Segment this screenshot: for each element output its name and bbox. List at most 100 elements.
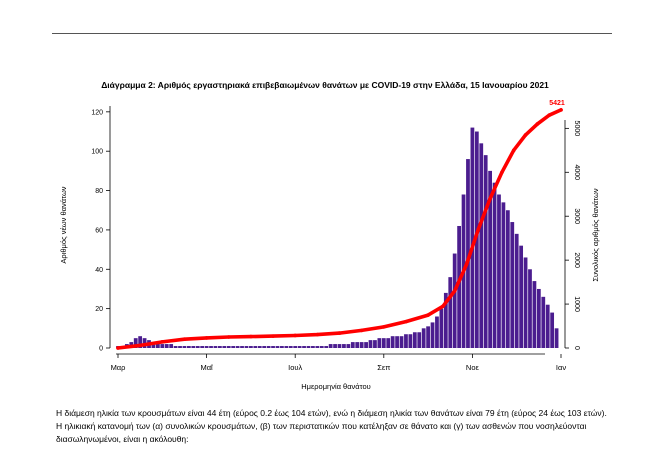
final-total-label: 5421 bbox=[549, 100, 565, 107]
y-tick-label: 40 bbox=[95, 267, 103, 274]
top-divider bbox=[52, 33, 612, 34]
x-tick-label: Μαρ bbox=[111, 363, 126, 372]
bar bbox=[315, 346, 320, 348]
bar bbox=[390, 336, 395, 348]
cumulative-point bbox=[226, 335, 231, 339]
bar bbox=[271, 346, 275, 348]
cumulative-point bbox=[138, 343, 142, 348]
y2-tick-label: 1000 bbox=[573, 296, 580, 312]
bar bbox=[470, 127, 475, 348]
bar bbox=[541, 296, 546, 348]
bar bbox=[173, 346, 178, 348]
bar bbox=[324, 346, 329, 348]
bar bbox=[275, 346, 280, 348]
y2-tick-label: 5000 bbox=[573, 121, 580, 137]
bar bbox=[191, 346, 196, 348]
y2-tick-label: 2000 bbox=[573, 252, 580, 268]
bar bbox=[306, 346, 311, 348]
bar bbox=[231, 346, 236, 348]
cumulative-point bbox=[426, 313, 430, 317]
y-tick-label: 80 bbox=[95, 188, 103, 195]
chart-title: Διάγραμμα 2: Αριθμός εργαστηριακά επιβεβ… bbox=[101, 80, 549, 90]
bar bbox=[160, 344, 165, 348]
y2-axis-title: Συνολικός αριθμός θανάτων bbox=[591, 188, 600, 281]
bar bbox=[368, 340, 373, 348]
y2-tick-label: 3000 bbox=[573, 208, 580, 224]
bar bbox=[421, 328, 426, 348]
bar bbox=[133, 338, 138, 348]
cumulative-line bbox=[116, 108, 563, 350]
bar bbox=[213, 346, 218, 348]
bar bbox=[164, 344, 169, 348]
bar bbox=[404, 334, 408, 348]
cumulative-point bbox=[293, 333, 298, 338]
cumulative-point bbox=[182, 337, 187, 342]
bar bbox=[536, 288, 541, 348]
bar bbox=[284, 346, 289, 348]
bar bbox=[240, 346, 244, 348]
bar bbox=[497, 194, 501, 348]
cumulative-point bbox=[476, 227, 481, 232]
bar bbox=[359, 342, 364, 348]
bar bbox=[386, 338, 391, 348]
bar bbox=[426, 326, 430, 348]
cumulative-point bbox=[382, 325, 386, 329]
bar bbox=[523, 257, 528, 348]
bar bbox=[266, 346, 271, 348]
cumulative-point bbox=[315, 332, 320, 337]
bar bbox=[373, 340, 377, 348]
bar bbox=[417, 332, 422, 348]
bar bbox=[364, 342, 368, 348]
cumulative-point bbox=[535, 122, 540, 126]
paragraph-median-age: Η διάμεση ηλικία των κρουσμάτων είναι 44… bbox=[56, 408, 607, 418]
bar bbox=[435, 316, 439, 348]
bar bbox=[222, 346, 227, 348]
bar bbox=[178, 346, 182, 348]
cumulative-point bbox=[404, 319, 408, 324]
cumulative-point bbox=[452, 289, 457, 293]
bar bbox=[311, 346, 315, 348]
bar bbox=[519, 245, 524, 348]
bar bbox=[439, 308, 444, 348]
x-axis-title: Ημερομηνία θανάτου bbox=[301, 382, 371, 391]
bar bbox=[302, 346, 306, 348]
bar bbox=[448, 277, 453, 348]
y-tick-label: 60 bbox=[95, 227, 103, 234]
y-tick-label: 0 bbox=[99, 346, 103, 353]
x-tick-label: Νοε bbox=[466, 363, 480, 372]
cumulative-point bbox=[523, 133, 528, 137]
bar bbox=[257, 346, 262, 348]
cumulative-point bbox=[204, 336, 209, 340]
bar bbox=[514, 233, 519, 348]
cumulative-point bbox=[359, 328, 364, 333]
bar bbox=[505, 210, 510, 348]
bar bbox=[138, 336, 143, 348]
bar bbox=[297, 346, 302, 348]
bar bbox=[488, 170, 493, 348]
cumulative-point bbox=[249, 334, 253, 339]
bar bbox=[381, 338, 386, 348]
cumulative-point bbox=[160, 340, 165, 344]
bar bbox=[244, 346, 249, 348]
bar bbox=[342, 344, 346, 348]
bar bbox=[293, 346, 298, 348]
bar bbox=[209, 346, 213, 348]
y2-tick-label: 0 bbox=[573, 346, 580, 350]
cumulative-point bbox=[547, 113, 551, 117]
bar bbox=[483, 155, 488, 348]
bar bbox=[545, 304, 550, 348]
bar bbox=[399, 336, 404, 348]
x-tick-label: Ιουλ bbox=[288, 363, 302, 372]
bar bbox=[443, 292, 448, 348]
bar bbox=[182, 346, 187, 348]
y-tick-label: 100 bbox=[91, 149, 103, 156]
y-axis-title: Αριθμός νέων θανάτων bbox=[59, 186, 68, 263]
bar bbox=[355, 342, 360, 348]
paragraph-age-distribution: Η ηλικιακή κατανομή των (α) συνολικών κρ… bbox=[56, 421, 587, 444]
bar bbox=[280, 346, 284, 348]
bar bbox=[333, 344, 337, 348]
cumulative-point bbox=[271, 334, 275, 338]
bar bbox=[412, 332, 417, 348]
bar bbox=[510, 222, 515, 348]
bar bbox=[319, 346, 324, 348]
